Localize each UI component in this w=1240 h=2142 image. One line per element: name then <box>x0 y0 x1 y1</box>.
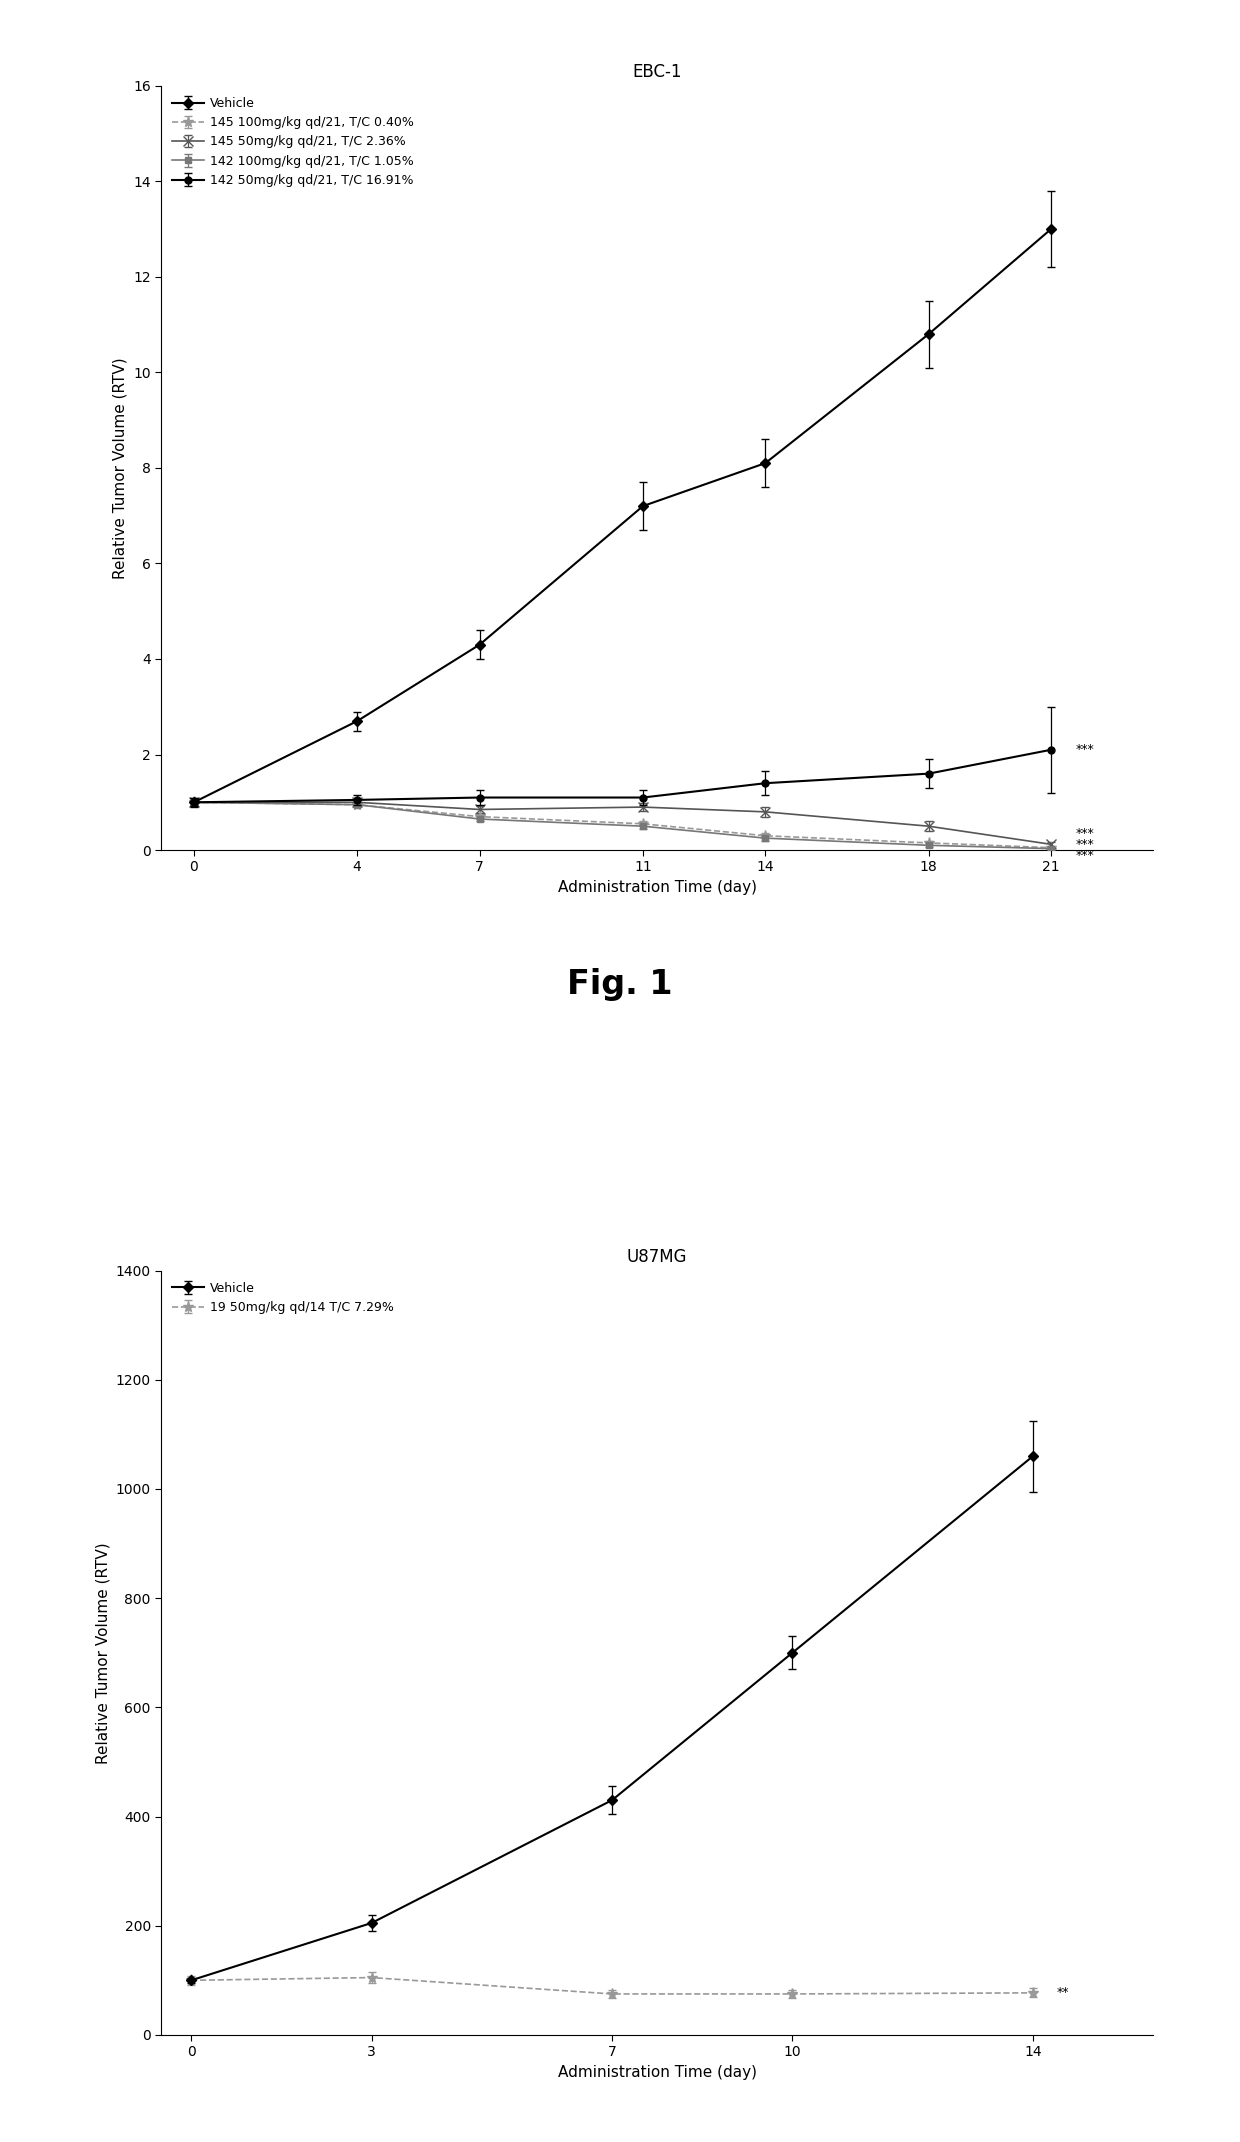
Title: U87MG: U87MG <box>627 1249 687 1266</box>
Y-axis label: Relative Tumor Volume (RTV): Relative Tumor Volume (RTV) <box>95 1542 110 1763</box>
Text: ***: *** <box>1075 850 1095 863</box>
Title: EBC-1: EBC-1 <box>632 64 682 81</box>
X-axis label: Administration Time (day): Administration Time (day) <box>558 2065 756 2080</box>
Text: ***: *** <box>1075 838 1095 850</box>
Legend: Vehicle, 19 50mg/kg qd/14 T/C 7.29%: Vehicle, 19 50mg/kg qd/14 T/C 7.29% <box>167 1277 399 1319</box>
Text: ***: *** <box>1075 827 1095 840</box>
Text: Fig. 1: Fig. 1 <box>567 968 673 1000</box>
Text: **: ** <box>1056 1986 1070 1998</box>
Legend: Vehicle, 145 100mg/kg qd/21, T/C 0.40%, 145 50mg/kg qd/21, T/C 2.36%, 142 100mg/: Vehicle, 145 100mg/kg qd/21, T/C 0.40%, … <box>167 92 419 193</box>
Y-axis label: Relative Tumor Volume (RTV): Relative Tumor Volume (RTV) <box>113 358 128 578</box>
X-axis label: Administration Time (day): Administration Time (day) <box>558 880 756 895</box>
Text: ***: *** <box>1075 743 1095 756</box>
